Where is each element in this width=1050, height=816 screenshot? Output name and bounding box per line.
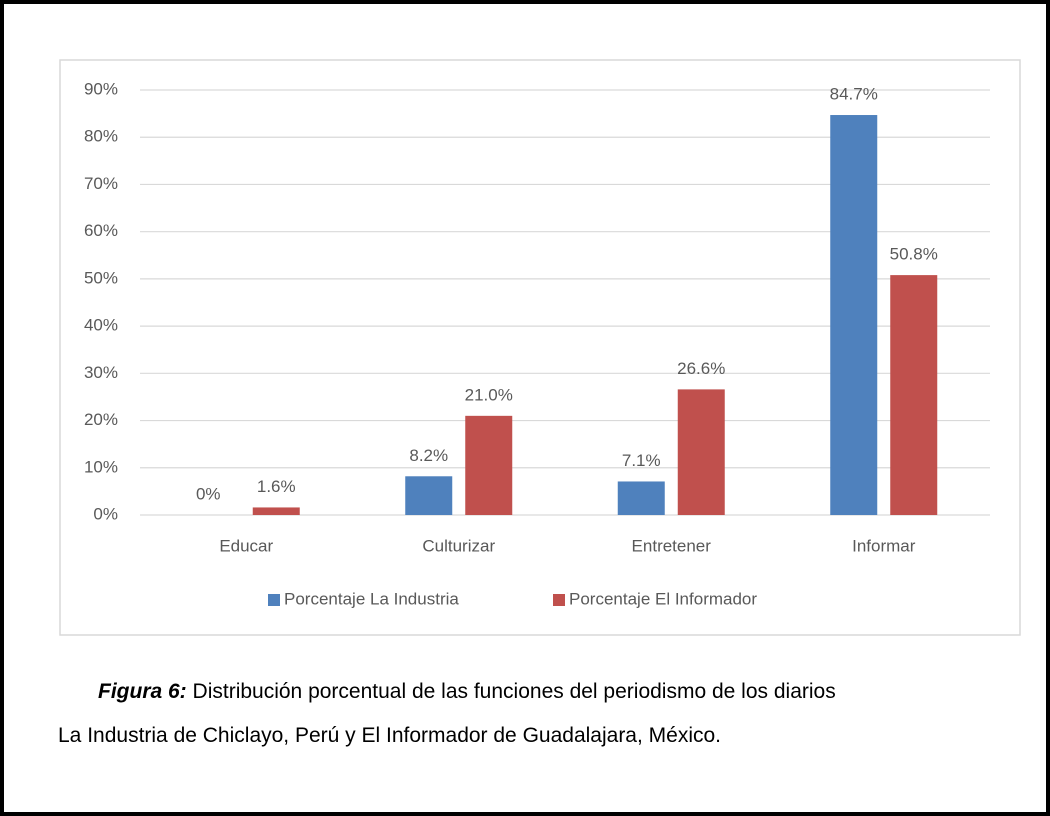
caption-line: Figura 6: Distribución porcentual de las…: [98, 680, 836, 704]
data-label: 8.2%: [409, 446, 448, 465]
x-tick-label: Culturizar: [422, 536, 495, 555]
bar: [617, 481, 665, 515]
x-tick-label: Entretener: [632, 536, 712, 555]
caption-label: Figura 6:: [98, 680, 187, 703]
y-tick-label: 10%: [84, 457, 118, 476]
caption-line: La Industria de Chiclayo, Perú y El Info…: [58, 724, 721, 748]
data-label: 0%: [196, 484, 221, 503]
legend-label: Porcentaje El Informador: [569, 589, 757, 608]
data-label: 26.6%: [677, 359, 725, 378]
bar: [252, 507, 300, 515]
y-tick-label: 70%: [84, 174, 118, 193]
legend-swatch: [268, 594, 280, 606]
y-tick-label: 30%: [84, 363, 118, 382]
data-label: 21.0%: [465, 385, 513, 404]
caption-text: Distribución porcentual de las funciones…: [192, 680, 836, 703]
x-tick-label: Educar: [219, 536, 273, 555]
data-label: 84.7%: [830, 85, 878, 104]
y-tick-label: 60%: [84, 221, 118, 240]
data-label: 50.8%: [890, 245, 938, 264]
y-tick-label: 50%: [84, 268, 118, 287]
legend-label: Porcentaje La Industria: [284, 589, 459, 608]
bar: [830, 115, 878, 516]
y-tick-label: 90%: [84, 79, 118, 98]
y-tick-label: 20%: [84, 410, 118, 429]
y-tick-label: 0%: [93, 504, 118, 523]
bar: [677, 389, 725, 515]
bar: [465, 415, 513, 515]
data-label: 7.1%: [622, 451, 661, 470]
bar: [890, 275, 938, 515]
x-tick-label: Informar: [852, 536, 916, 555]
bar: [405, 476, 453, 515]
caption-text: La Industria de Chiclayo, Perú y El Info…: [58, 724, 722, 747]
y-tick-label: 40%: [84, 316, 118, 335]
data-label: 1.6%: [257, 477, 296, 496]
legend-swatch: [553, 594, 565, 606]
y-tick-label: 80%: [84, 127, 118, 146]
